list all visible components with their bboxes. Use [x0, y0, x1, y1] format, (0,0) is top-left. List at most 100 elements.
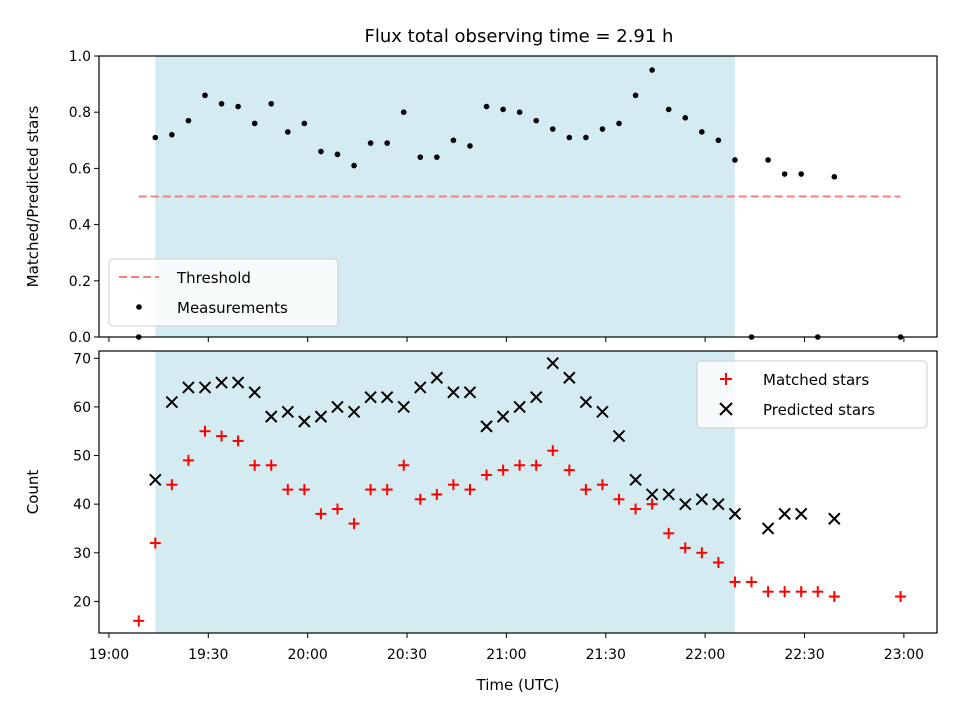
predicted-star-point: [596, 405, 609, 418]
matched-stars-series: [133, 425, 907, 627]
matched-star-point: [497, 464, 509, 476]
matched-star-point: [563, 464, 575, 476]
chart-title: Flux total observing time = 2.91 h: [365, 26, 674, 47]
predicted-star-point: [761, 522, 775, 535]
top-legend: Threshold Measurements: [108, 258, 339, 327]
predicted-star-point: [265, 410, 278, 423]
matched-star-point: [464, 484, 476, 496]
measurement-point: [732, 157, 738, 163]
matched-star-point: [331, 503, 343, 515]
measurement-point: [682, 115, 689, 121]
predicted-star-point: [612, 429, 626, 443]
xtick-label: 21:30: [586, 647, 626, 663]
legend-matched-label: Matched stars: [763, 371, 869, 389]
measurement-point: [450, 137, 457, 144]
measurement-point: [599, 126, 606, 132]
matched-star-point: [679, 542, 691, 554]
predicted-star-point: [347, 405, 361, 418]
predicted-star-point: [629, 473, 642, 487]
measurement-point: [467, 143, 473, 149]
matched-star-point: [365, 484, 377, 496]
bottom-legend: Matched stars Predicted stars: [696, 360, 928, 429]
matched-star-point: [580, 484, 592, 496]
measurement-point: [549, 126, 556, 132]
measurement-point: [632, 92, 639, 99]
legend-threshold-label: Threshold: [176, 269, 251, 287]
predicted-star-point: [314, 410, 328, 423]
predicted-star-point: [728, 507, 742, 521]
measurement-point: [268, 100, 275, 107]
matched-star-point: [133, 615, 145, 627]
predicted-star-point: [828, 512, 841, 525]
matched-star-point: [596, 479, 608, 491]
predicted-star-point: [149, 473, 162, 487]
matched-star-point: [216, 430, 228, 442]
predicted-star-point: [430, 371, 444, 384]
xtick-label: 21:00: [486, 647, 526, 663]
top-legend-box: [108, 258, 339, 327]
measurement-point: [665, 106, 672, 113]
matched-star-point: [199, 425, 211, 437]
bottom-observing-span: [155, 351, 735, 633]
xtick-label: 20:00: [287, 647, 327, 663]
matched-star-point: [447, 479, 459, 491]
predicted-star-point: [645, 488, 659, 501]
matched-star-point: [481, 469, 493, 481]
matched-star-point: [298, 484, 310, 496]
matched-star-point: [630, 503, 642, 515]
matched-star-point: [282, 484, 294, 496]
bottom-ytick-label: 60: [73, 400, 91, 416]
predicted-star-point: [215, 376, 228, 389]
measurement-point: [765, 157, 771, 163]
predicted-star-point: [248, 386, 261, 399]
measurement-point: [384, 140, 390, 146]
matched-star-point: [514, 459, 526, 471]
bottom-axes-frame: [98, 350, 938, 634]
predicted-star-point: [496, 410, 510, 423]
matched-star-point: [696, 547, 708, 559]
predicted-star-point: [231, 376, 245, 389]
matched-star-point: [249, 459, 261, 471]
matched-star-point: [348, 518, 360, 530]
measurement-point: [284, 129, 291, 135]
predicted-star-point: [695, 493, 709, 506]
measurement-point: [798, 171, 804, 177]
predicted-star-point: [165, 395, 179, 409]
predicted-star-point: [182, 381, 195, 394]
measurement-point: [185, 117, 192, 124]
measurement-point: [318, 148, 324, 155]
matched-star-point: [182, 454, 194, 466]
predicted-star-point: [712, 497, 725, 511]
legend-measurements-swatch: [136, 304, 142, 310]
matched-star-point: [166, 479, 178, 491]
xlabel: Time (UTC): [476, 676, 560, 694]
bottom-ylabel: Count: [24, 470, 42, 515]
matched-star-point: [663, 527, 675, 539]
predicted-stars-series: [149, 356, 841, 535]
matched-star-point: [547, 445, 559, 457]
top-axes-frame: [98, 55, 938, 338]
measurement-point: [351, 162, 357, 169]
measurement-point: [483, 103, 490, 110]
predicted-star-point: [563, 371, 576, 384]
matched-star-point: [712, 557, 724, 568]
measurement-point: [400, 109, 407, 115]
top-ytick-label: 0.0: [69, 330, 91, 346]
predicted-star-point: [513, 400, 526, 414]
measurement-point: [616, 120, 622, 127]
measurement-point: [301, 120, 308, 127]
predicted-star-point: [281, 405, 295, 418]
measurement-point: [583, 134, 589, 141]
predicted-star-point: [380, 390, 394, 404]
matched-star-point: [895, 591, 907, 603]
predicted-star-point: [530, 390, 543, 404]
predicted-star-point: [579, 395, 593, 409]
top-ylabel: Matched/Predicted stars: [24, 106, 42, 288]
predicted-star-point: [778, 507, 791, 521]
measurement-point: [649, 67, 655, 73]
matched-star-point: [746, 576, 758, 588]
measurement-point: [202, 92, 208, 99]
bottom-ytick-label: 70: [73, 351, 91, 367]
legend-predicted-swatch: [719, 402, 733, 416]
xtick-label: 22:30: [784, 647, 824, 663]
